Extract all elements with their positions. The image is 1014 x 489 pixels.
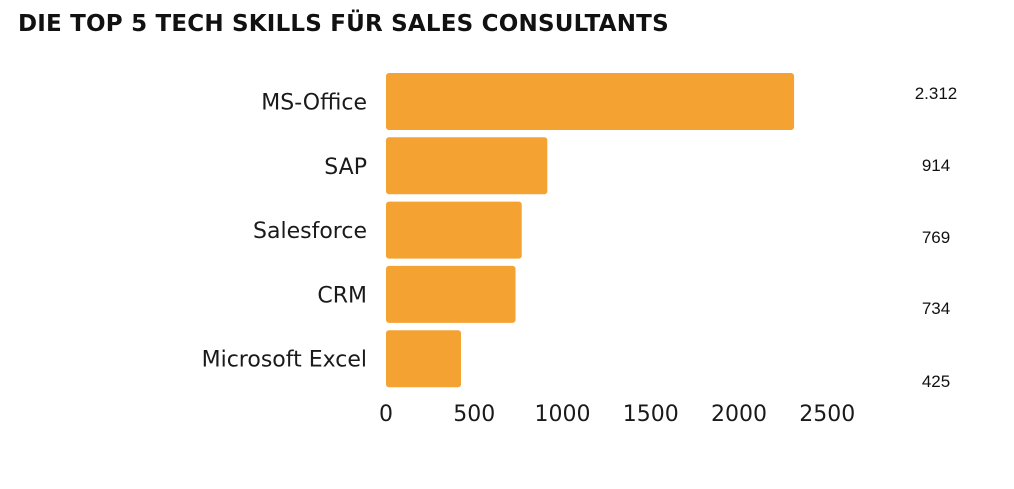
bar-salesforce [386,201,522,259]
value-label: 2.312 [915,84,958,103]
value-label: 425 [922,372,950,391]
category-label: SAP [324,155,367,180]
x-tick-label: 500 [453,402,495,427]
value-label: 734 [922,299,950,318]
value-labels: 2.312 914 769 734 425 [915,84,958,391]
x-tick-label: 0 [379,402,393,427]
bar-ms-office [386,73,795,130]
x-tick-label: 1000 [535,402,591,427]
x-tick-label: 1500 [623,402,679,427]
category-label: Salesforce [253,219,367,244]
chart-title: DIE TOP 5 TECH SKILLS FÜR SALES CONSULTA… [18,11,669,37]
value-label: 914 [922,156,950,175]
bar-crm [386,265,516,323]
category-label: Microsoft Excel [202,348,367,373]
bar-microsoft-excel [386,330,462,388]
x-tick-label: 2500 [799,402,855,427]
category-labels: MS-Office SAP Salesforce CRM Microsoft Excel [202,91,367,373]
value-label: 769 [922,228,950,247]
category-label: MS-Office [261,91,367,116]
x-tick-label: 2000 [711,402,767,427]
category-label: CRM [317,283,367,308]
bars-layer [386,73,795,388]
x-axis-ticks: 0 500 1000 1500 2000 2500 [379,402,855,427]
bar-sap [386,137,548,195]
